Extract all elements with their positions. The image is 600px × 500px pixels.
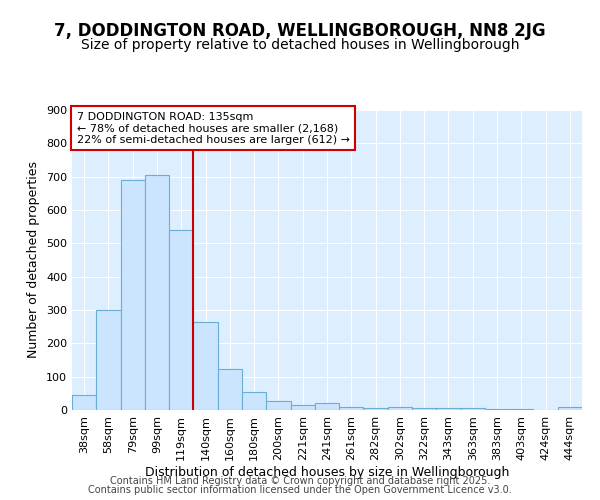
Text: Contains HM Land Registry data © Crown copyright and database right 2025.: Contains HM Land Registry data © Crown c… <box>110 476 490 486</box>
Text: Contains public sector information licensed under the Open Government Licence v3: Contains public sector information licen… <box>88 485 512 495</box>
Bar <box>485 409 509 410</box>
Bar <box>436 408 461 410</box>
Bar <box>121 180 145 410</box>
Bar <box>509 409 533 410</box>
Bar <box>364 408 388 410</box>
Bar <box>339 408 364 410</box>
Y-axis label: Number of detached properties: Number of detached properties <box>28 162 40 358</box>
X-axis label: Distribution of detached houses by size in Wellingborough: Distribution of detached houses by size … <box>145 466 509 478</box>
Text: 7, DODDINGTON ROAD, WELLINGBOROUGH, NN8 2JG: 7, DODDINGTON ROAD, WELLINGBOROUGH, NN8 … <box>54 22 546 40</box>
Bar <box>290 405 315 410</box>
Bar <box>218 370 242 410</box>
Bar <box>388 408 412 410</box>
Bar <box>315 404 339 410</box>
Bar <box>242 392 266 410</box>
Bar <box>96 310 121 410</box>
Bar <box>558 408 582 410</box>
Bar <box>412 408 436 410</box>
Text: Size of property relative to detached houses in Wellingborough: Size of property relative to detached ho… <box>81 38 519 52</box>
Bar <box>461 408 485 410</box>
Bar <box>145 175 169 410</box>
Bar <box>72 395 96 410</box>
Bar <box>169 230 193 410</box>
Bar <box>193 322 218 410</box>
Text: 7 DODDINGTON ROAD: 135sqm
← 78% of detached houses are smaller (2,168)
22% of se: 7 DODDINGTON ROAD: 135sqm ← 78% of detac… <box>77 112 350 145</box>
Bar <box>266 400 290 410</box>
